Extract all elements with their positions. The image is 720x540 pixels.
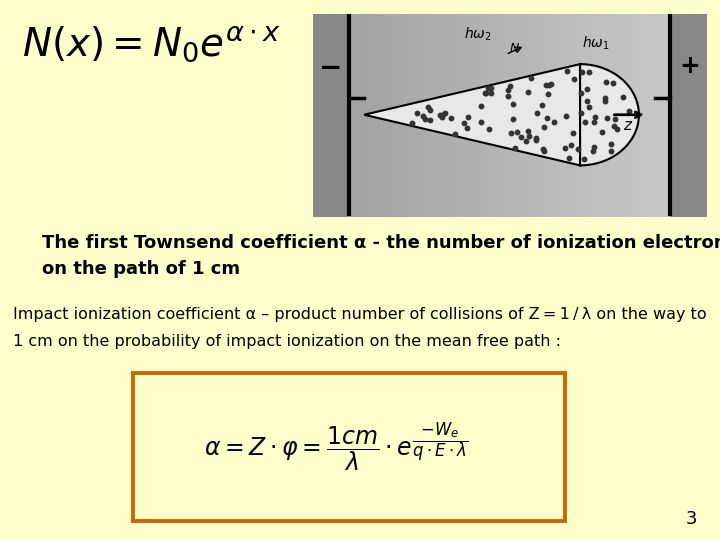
Text: $\alpha = Z \cdot \varphi = \dfrac{1cm}{\lambda} \cdot e^{\dfrac{-W_e}{q \cdot E: $\alpha = Z \cdot \varphi = \dfrac{1cm}{… bbox=[204, 420, 469, 474]
Text: $h\omega_1$: $h\omega_1$ bbox=[582, 34, 610, 52]
Text: z: z bbox=[623, 118, 631, 133]
Text: $N(x) = N_0 e^{\alpha \cdot x}$: $N(x) = N_0 e^{\alpha \cdot x}$ bbox=[22, 24, 281, 64]
Text: $h\omega_2$: $h\omega_2$ bbox=[464, 26, 492, 43]
Text: 3: 3 bbox=[685, 510, 697, 528]
Text: 1 cm on the probability of impact ionization on the mean free path :: 1 cm on the probability of impact ioniza… bbox=[13, 334, 561, 349]
Text: +: + bbox=[680, 54, 701, 78]
Text: on the path of 1 cm: on the path of 1 cm bbox=[42, 260, 240, 278]
Polygon shape bbox=[364, 64, 639, 165]
Text: $N$: $N$ bbox=[510, 42, 521, 55]
Text: The first Townsend coefficient α - the number of ionization electrons: The first Townsend coefficient α - the n… bbox=[42, 234, 720, 252]
FancyBboxPatch shape bbox=[133, 373, 565, 521]
Text: Impact ionization coefficient α – product number of collisions of Z = 1 / λ on t: Impact ionization coefficient α – produc… bbox=[13, 307, 706, 322]
Text: −: − bbox=[319, 54, 343, 82]
